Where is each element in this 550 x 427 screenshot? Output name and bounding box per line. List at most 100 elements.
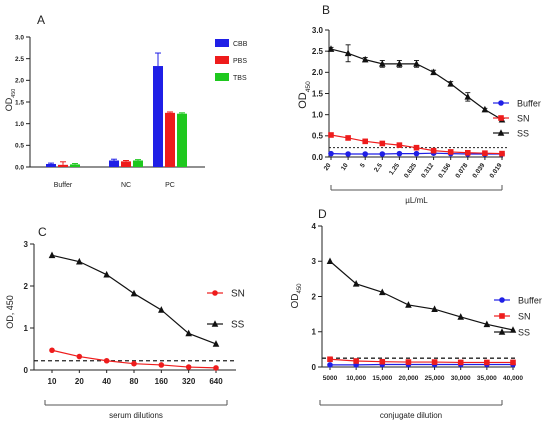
data-point	[158, 362, 165, 368]
x-axis-label: µL/mL	[405, 196, 428, 205]
legend-swatch	[215, 39, 229, 47]
legend-marker	[499, 297, 505, 303]
data-point	[327, 362, 333, 368]
data-point	[213, 365, 219, 371]
y-axis-label: OD, 450	[5, 295, 15, 329]
panel-label-d: D	[318, 207, 327, 221]
data-point	[130, 289, 138, 297]
x-tick-label: 40,000	[503, 375, 523, 382]
legend-swatch	[215, 73, 229, 81]
data-point	[430, 68, 437, 76]
legend-label: TBS	[233, 75, 247, 82]
data-point	[413, 60, 420, 67]
legend-marker	[211, 320, 219, 327]
legend-marker	[497, 129, 505, 136]
bar	[58, 164, 68, 167]
y-tick-label: 3.0	[312, 26, 324, 35]
y-tick-label: 4	[312, 222, 317, 231]
data-point	[464, 93, 472, 100]
data-point	[396, 60, 403, 67]
legend-label: Buffer	[517, 99, 541, 109]
x-tick-label: 20,000	[398, 375, 418, 382]
data-point	[378, 288, 386, 296]
data-point	[482, 150, 488, 156]
bar	[121, 161, 131, 167]
data-point	[510, 359, 516, 366]
legend-label: SS	[518, 328, 530, 338]
legend-label: SS	[231, 320, 245, 331]
legend-marker	[498, 100, 504, 106]
bar	[177, 113, 187, 167]
x-tick-label: 30,000	[451, 375, 471, 382]
y-tick-label: 3	[312, 257, 317, 266]
panel-a-bar-chart: 0.0 0.5 1.0 1.5 2.0 2.5 3.0 OD450 Buffer NC PC CBB P…	[4, 34, 248, 189]
legend-label: CBB	[233, 41, 248, 48]
data-point	[405, 359, 412, 365]
y-tick-label: 2.0	[15, 78, 24, 85]
x-tick-label: 0.625	[403, 162, 418, 180]
y-tick-label: 2	[312, 292, 317, 301]
x-axis-label: conjugate dilution	[380, 411, 442, 420]
data-point	[396, 142, 403, 148]
panel-label-b: B	[322, 3, 330, 17]
data-point	[362, 138, 368, 145]
data-point	[76, 257, 83, 265]
legend-marker	[212, 290, 218, 296]
data-point	[430, 147, 437, 154]
data-point	[396, 150, 403, 157]
x-tick-label: 320	[182, 377, 196, 386]
data-point	[345, 135, 351, 141]
data-point	[457, 359, 464, 366]
data-point	[344, 49, 352, 57]
y-tick-label: 0.5	[15, 143, 24, 150]
data-point	[353, 358, 359, 364]
data-point	[431, 359, 438, 365]
data-point	[327, 356, 333, 363]
data-point	[158, 306, 165, 313]
data-point	[405, 301, 412, 308]
x-tick-label: 0.039	[471, 162, 486, 180]
series-line	[51, 254, 217, 345]
data-point	[457, 313, 465, 320]
data-point	[465, 149, 471, 156]
x-tick-label: NC	[121, 182, 131, 189]
data-point	[379, 151, 386, 157]
x-tick-label: 35,000	[477, 375, 497, 382]
x-tick-label: 0.156	[437, 162, 452, 180]
data-point	[48, 251, 56, 259]
data-point	[327, 45, 335, 52]
data-point	[483, 320, 491, 328]
data-point	[49, 347, 55, 354]
data-point	[379, 140, 386, 147]
data-point	[131, 360, 137, 367]
x-tick-label: 80	[130, 377, 139, 386]
data-point	[361, 55, 369, 63]
x-tick-label: 10	[48, 377, 57, 386]
x-tick-label: 15,000	[372, 375, 392, 382]
x-tick-label: 2.5	[373, 162, 384, 174]
y-tick-label: 1	[24, 324, 29, 333]
legend-swatch	[215, 56, 229, 64]
y-tick-label: 2	[24, 282, 29, 291]
y-tick-label: 2.0	[312, 68, 324, 77]
legend-label: Buffer	[518, 296, 542, 306]
legend-label: SN	[517, 114, 530, 124]
x-tick-label: 25,000	[425, 375, 445, 382]
y-axis-label: OD450	[297, 81, 312, 109]
x-tick-label: 5000	[323, 375, 338, 382]
data-point	[509, 326, 517, 333]
bar	[46, 163, 56, 167]
y-tick-label: 2.5	[15, 56, 24, 63]
data-point	[431, 305, 438, 312]
data-point	[413, 150, 420, 157]
data-point	[103, 270, 110, 278]
data-point	[212, 340, 220, 347]
data-point	[447, 79, 454, 87]
data-point	[362, 151, 369, 157]
x-tick-label: 20	[75, 377, 84, 386]
y-axis-label: OD450	[4, 89, 17, 112]
panel-c-line-chart: 0 1 2 3 OD, 450 10 20 40 80 160 320 640 SN SS serum di…	[5, 240, 245, 420]
y-tick-label: 0.0	[15, 164, 24, 171]
y-tick-label: 0	[312, 363, 317, 372]
